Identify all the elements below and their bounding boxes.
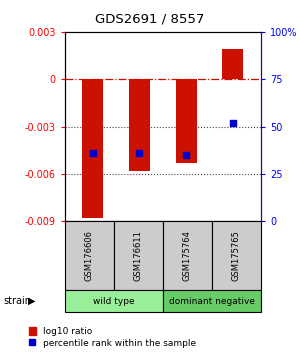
Text: GSM176611: GSM176611	[134, 230, 143, 281]
Text: ▶: ▶	[28, 296, 35, 306]
Legend: log10 ratio, percentile rank within the sample: log10 ratio, percentile rank within the …	[28, 327, 196, 348]
Point	[230, 120, 235, 126]
Text: GSM175765: GSM175765	[232, 230, 241, 281]
Point	[137, 150, 142, 156]
Bar	[129, 79, 150, 171]
Text: strain: strain	[3, 296, 31, 306]
Bar	[176, 79, 197, 163]
Text: wild type: wild type	[93, 297, 134, 306]
Text: GDS2691 / 8557: GDS2691 / 8557	[95, 12, 205, 25]
Bar	[82, 79, 103, 218]
Text: dominant negative: dominant negative	[169, 297, 255, 306]
Point	[184, 152, 188, 158]
Text: GSM176606: GSM176606	[85, 230, 94, 281]
Bar	[222, 49, 244, 79]
Point	[90, 150, 95, 156]
Text: GSM175764: GSM175764	[183, 230, 192, 281]
